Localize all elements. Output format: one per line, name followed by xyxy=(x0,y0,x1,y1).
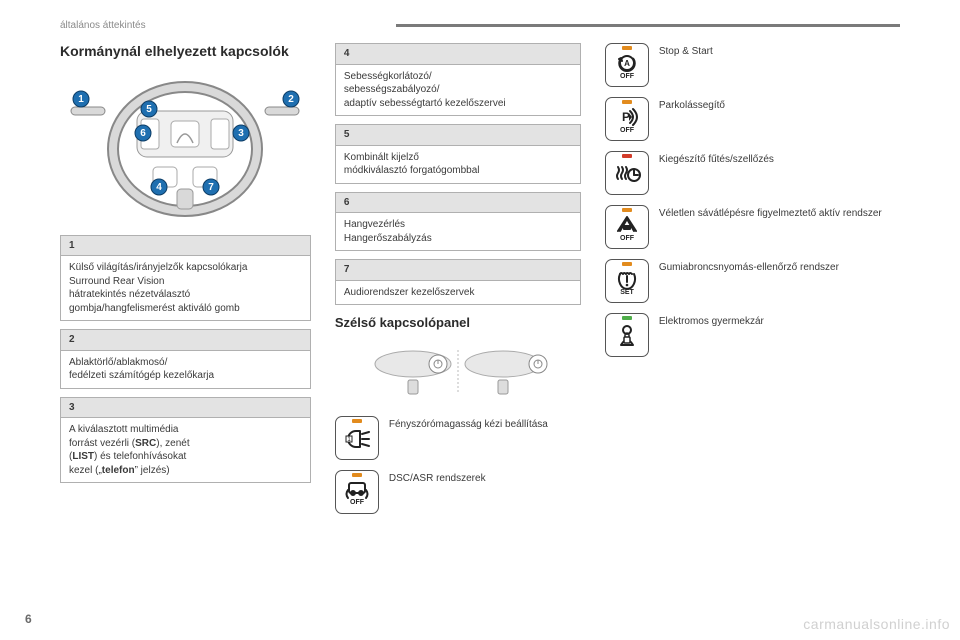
svg-text:P: P xyxy=(622,110,630,124)
svg-text:SET: SET xyxy=(620,289,634,295)
svg-text:OFF: OFF xyxy=(620,235,635,241)
led-indicator xyxy=(622,100,632,104)
info-box-body: A kiválasztott multimédiaforrást vezérli… xyxy=(61,418,310,482)
button-label: DSC/ASR rendszerek xyxy=(389,470,486,485)
led-indicator xyxy=(622,154,632,158)
button-row-aux-heating: Kiegészítő fűtés/szellőzés xyxy=(605,151,900,195)
info-box-number: 1 xyxy=(61,236,310,257)
button-row-child-lock: Elektromos gyermekzár xyxy=(605,313,900,357)
info-box-number: 6 xyxy=(336,193,580,214)
info-box-number: 5 xyxy=(336,125,580,146)
lane-departure-icon: OFF xyxy=(612,215,642,246)
park-assist-icon: P OFF xyxy=(612,107,642,138)
info-box-2: 2Ablaktörlő/ablakmosó/fedélzeti számítóg… xyxy=(60,329,311,389)
button-label: Stop & Start xyxy=(659,43,713,58)
header-divider xyxy=(396,24,900,27)
button-row-tpms: SET Gumiabroncsnyomás-ellenőrző rendszer xyxy=(605,259,900,303)
heading-side-panel: Szélső kapcsolópanel xyxy=(335,315,581,330)
info-box-4: 4Sebességkorlátozó/sebességszabályozó/ad… xyxy=(335,43,581,116)
side-panel-diagram xyxy=(335,344,581,400)
info-box-body: Kombinált kijelző módkiválasztó forgatóg… xyxy=(336,146,580,183)
stop-start-icon: A OFF xyxy=(612,53,642,84)
lane-departure-button[interactable]: OFF xyxy=(605,205,649,249)
button-row-stop-start: A OFF Stop & Start xyxy=(605,43,900,87)
led-indicator xyxy=(622,46,632,50)
button-row-park-assist: P OFF Parkolássegítő xyxy=(605,97,900,141)
column-right-buttons: A OFF Stop & Start P OFF Parkolássegítő Kiegés… xyxy=(605,43,900,524)
stop-start-button[interactable]: A OFF xyxy=(605,43,649,87)
aux-heating-icon xyxy=(612,161,642,192)
info-box-6: 6HangvezérlésHangerőszabályzás xyxy=(335,192,581,252)
button-label: Fényszórómagasság kézi beállítása xyxy=(389,416,548,431)
info-box-number: 7 xyxy=(336,260,580,281)
button-row-lane-departure: OFF Véletlen sávátlépésre figyelmeztető a… xyxy=(605,205,900,249)
info-box-body: Sebességkorlátozó/sebességszabályozó/ada… xyxy=(336,65,580,116)
button-label: Parkolássegítő xyxy=(659,97,725,112)
info-box-body: Ablaktörlő/ablakmosó/fedélzeti számítógé… xyxy=(61,351,310,388)
child-lock-icon xyxy=(612,323,642,354)
info-box-number: 2 xyxy=(61,330,310,351)
led-indicator xyxy=(622,316,632,320)
marker-5: 5 xyxy=(146,104,152,115)
info-box-number: 3 xyxy=(61,398,310,419)
info-box-body: Audiorendszer kezelőszervek xyxy=(336,281,580,305)
section-label: általános áttekintés xyxy=(60,20,146,31)
info-box-body: Külső világítás/irányjelzők kapcsolókarj… xyxy=(61,256,310,320)
headlight-adjust-icon: 1 xyxy=(342,426,372,457)
led-indicator xyxy=(352,473,362,477)
info-box-body: HangvezérlésHangerőszabályzás xyxy=(336,213,580,250)
led-indicator xyxy=(352,419,362,423)
info-box-3: 3A kiválasztott multimédiaforrást vezérl… xyxy=(60,397,311,484)
button-label: Kiegészítő fűtés/szellőzés xyxy=(659,151,774,166)
dsc-asr-button[interactable]: OFF xyxy=(335,470,379,514)
marker-6: 6 xyxy=(140,128,146,139)
button-label: Gumiabroncsnyomás-ellenőrző rendszer xyxy=(659,259,839,274)
led-indicator xyxy=(622,262,632,266)
steering-wheel-diagram: 1 2 3 4 5 6 7 xyxy=(60,71,310,221)
marker-3: 3 xyxy=(238,128,244,139)
info-box-5: 5Kombinált kijelző módkiválasztó forgató… xyxy=(335,124,581,184)
info-box-7: 7Audiorendszer kezelőszervek xyxy=(335,259,581,305)
button-label: Véletlen sávátlépésre figyelmeztető aktí… xyxy=(659,205,882,220)
info-box-1: 1Külső világítás/irányjelzők kapcsolókar… xyxy=(60,235,311,322)
led-indicator xyxy=(622,208,632,212)
heading-steering: Kormánynál elhelyezett kapcsolók xyxy=(60,43,311,61)
aux-heating-button[interactable] xyxy=(605,151,649,195)
marker-4: 4 xyxy=(156,182,162,193)
park-assist-button[interactable]: P OFF xyxy=(605,97,649,141)
dsc-asr-icon: OFF xyxy=(342,480,372,511)
svg-text:OFF: OFF xyxy=(350,499,365,506)
marker-2: 2 xyxy=(288,94,294,105)
button-label: Elektromos gyermekzár xyxy=(659,313,764,328)
tpms-button[interactable]: SET xyxy=(605,259,649,303)
button-row-headlight-adjust: 1 Fényszórómagasság kézi beállítása xyxy=(335,416,581,460)
column-steering-controls: Kormánynál elhelyezett kapcsolók xyxy=(60,43,311,524)
svg-text:A: A xyxy=(624,59,630,68)
info-box-number: 4 xyxy=(336,44,580,65)
tpms-icon: SET xyxy=(612,269,642,300)
svg-text:OFF: OFF xyxy=(620,127,635,133)
button-row-dsc-asr: OFF DSC/ASR rendszerek xyxy=(335,470,581,514)
page-number: 6 xyxy=(25,612,32,626)
child-lock-button[interactable] xyxy=(605,313,649,357)
headlight-adjust-button[interactable]: 1 xyxy=(335,416,379,460)
marker-7: 7 xyxy=(208,182,214,193)
watermark: carmanualsonline.info xyxy=(803,616,950,632)
column-middle: 4Sebességkorlátozó/sebességszabályozó/ad… xyxy=(335,43,581,524)
svg-text:OFF: OFF xyxy=(620,73,635,79)
marker-1: 1 xyxy=(78,94,84,105)
